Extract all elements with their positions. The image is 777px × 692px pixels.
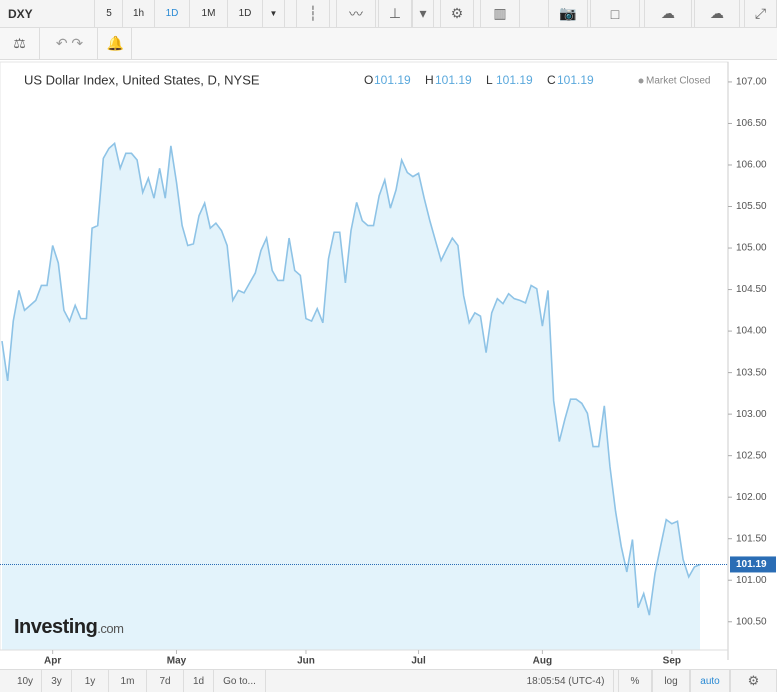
x-tick-label: May <box>167 656 187 667</box>
logo-suffix: .com <box>97 621 124 636</box>
ohlc-value: 101.19 <box>435 73 472 87</box>
range-button[interactable]: 1m <box>109 670 147 692</box>
y-tick-label: 100.50 <box>736 616 767 627</box>
toolbar-2: ⚖ ↶ ↷ 🔔 <box>0 28 777 60</box>
y-tick-label: 104.00 <box>736 326 767 337</box>
tool-button[interactable]: ☁ <box>694 0 740 27</box>
chart-title: US Dollar Index, United States, D, NYSE <box>24 72 260 87</box>
interval-button[interactable]: 1D <box>155 0 190 27</box>
range-button[interactable]: Go to... <box>214 670 266 692</box>
ohlc-label: C <box>547 73 556 87</box>
y-tick-label: 101.00 <box>736 575 767 586</box>
y-tick-label: 101.50 <box>736 533 767 544</box>
tool-button[interactable]: ⚙ <box>440 0 474 27</box>
last-value-label: 101.19 <box>736 559 767 570</box>
x-tick-label: Sep <box>663 656 681 667</box>
tool-button[interactable]: 📷 <box>548 0 588 27</box>
logo-name: Investing <box>14 616 98 638</box>
y-tick-label: 102.50 <box>736 450 767 461</box>
y-tick-label: 105.50 <box>736 201 767 212</box>
tool-button[interactable]: ┆ <box>296 0 330 27</box>
tool-button[interactable]: 〰 <box>336 0 376 27</box>
range-button[interactable]: 10y <box>9 670 42 692</box>
tool-button[interactable]: ▾ <box>412 0 434 27</box>
ohlc-value: 101.19 <box>557 73 594 87</box>
x-tick-label: Jun <box>297 656 315 667</box>
ohlc-label: H <box>425 73 434 87</box>
interval-button[interactable]: 1M <box>190 0 228 27</box>
alert-button[interactable]: 🔔 <box>100 28 132 59</box>
x-tick-label: Apr <box>44 656 61 667</box>
range-button[interactable]: 1d <box>184 670 214 692</box>
option-button[interactable]: % <box>618 670 652 692</box>
y-tick-label: 103.50 <box>736 367 767 378</box>
status: Market Closed <box>646 76 710 87</box>
tool-button[interactable]: □ <box>590 0 640 27</box>
toolbar: DXY 5 1h 1D 1M 1D ▼ ┆ 〰 ⊥ ▾ ⚙ ▥ 📷 □ ☁ ☁ ⤢ <box>0 0 777 28</box>
interval-button[interactable]: 1h <box>123 0 155 27</box>
area-fill <box>2 143 700 650</box>
settings-button[interactable]: ⚙ <box>730 670 777 692</box>
ohlc-label: O <box>364 73 373 87</box>
footer: 18:05:54 (UTC-4) 10y 3y 1y 1m 7d 1d Go to...% l… <box>0 669 777 692</box>
clock: 18:05:54 (UTC-4) <box>518 670 614 692</box>
price-line <box>1 141 701 616</box>
tool-button[interactable]: ▥ <box>480 0 520 27</box>
last-value-tag <box>730 556 776 573</box>
y-tick-label: 103.00 <box>736 409 767 420</box>
range-button[interactable]: 1y <box>72 670 109 692</box>
tool-button[interactable]: ⤢ <box>744 0 777 27</box>
y-tick-label: 105.00 <box>736 243 767 254</box>
tool-button[interactable]: ⊥ <box>378 0 412 27</box>
ohlc-value: 101.19 <box>496 73 533 87</box>
range-button[interactable]: 3y <box>42 670 72 692</box>
option-button[interactable]: log <box>652 670 690 692</box>
ohlc-value: 101.19 <box>374 73 411 87</box>
range-button[interactable]: 7d <box>147 670 184 692</box>
x-tick-label: Aug <box>533 656 552 667</box>
y-tick-label: 102.00 <box>736 492 767 503</box>
y-tick-label: 106.00 <box>736 160 767 171</box>
y-tick-label: 107.00 <box>736 77 767 88</box>
interval-button[interactable]: 1D <box>228 0 263 27</box>
tool-button[interactable]: ☁ <box>644 0 692 27</box>
undo-redo[interactable]: ↶ ↷ <box>42 28 98 59</box>
symbol[interactable]: DXY <box>0 0 95 27</box>
y-tick-label: 104.50 <box>736 284 767 295</box>
status-dot <box>638 78 644 84</box>
y-tick-label: 106.50 <box>736 118 767 129</box>
chart: US Dollar Index, United States, D, NYSE … <box>0 61 776 667</box>
ohlc-label: L <box>486 73 493 87</box>
x-tick-label: Jul <box>411 656 426 667</box>
logo: Investing.com <box>14 616 124 639</box>
interval-button[interactable]: 5 <box>96 0 123 27</box>
interval-menu[interactable]: ▼ <box>263 0 285 27</box>
compare-button[interactable]: ⚖ <box>0 28 40 59</box>
option-button[interactable]: auto <box>690 670 730 692</box>
